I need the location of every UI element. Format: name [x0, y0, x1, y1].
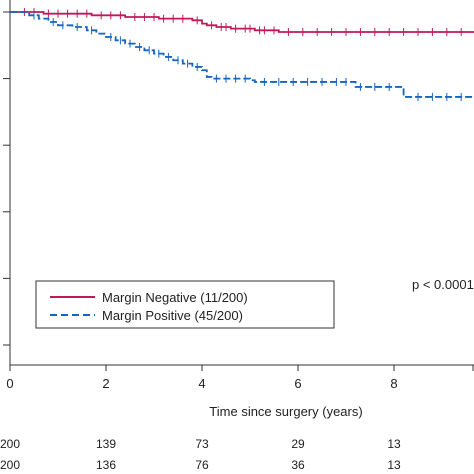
- risk-cell-1-4: 13: [387, 458, 401, 472]
- risk-cell-1-2: 76: [195, 458, 209, 472]
- p-value-annotation: p < 0.0001: [412, 277, 474, 292]
- risk-cell-0-4: 13: [387, 437, 401, 451]
- survival-curves: [10, 8, 474, 101]
- series-line-1: [10, 11, 474, 98]
- risk-cell-0-1: 139: [96, 437, 116, 451]
- risk-cell-1-3: 36: [291, 458, 305, 472]
- x-tick-label-0: 0: [6, 376, 13, 391]
- x-tick-label-4: 8: [390, 376, 397, 391]
- risk-cell-0-0: 200: [0, 437, 20, 451]
- legend-box: [35, 280, 335, 329]
- x-tick-label-3: 6: [294, 376, 301, 391]
- risk-table: 200 139 73 29 13 200 136 76 36 13: [0, 437, 401, 472]
- x-tick-label-1: 2: [102, 376, 109, 391]
- legend-label-margin-negative: Margin Negative (11/200): [102, 290, 248, 305]
- risk-cell-0-2: 73: [195, 437, 209, 451]
- x-tick-label-2: 4: [198, 376, 205, 391]
- risk-cell-1-1: 136: [96, 458, 116, 472]
- risk-cell-1-0: 200: [0, 458, 20, 472]
- risk-cell-0-3: 29: [291, 437, 305, 451]
- legend-label-margin-positive: Margin Positive (45/200): [102, 308, 243, 323]
- series-line-0: [10, 11, 474, 33]
- legend: Margin Negative (11/200) Margin Positive…: [35, 280, 335, 329]
- axes-group: 0 2 4 6 8: [3, 0, 474, 391]
- x-axis-title: Time since surgery (years): [209, 404, 362, 419]
